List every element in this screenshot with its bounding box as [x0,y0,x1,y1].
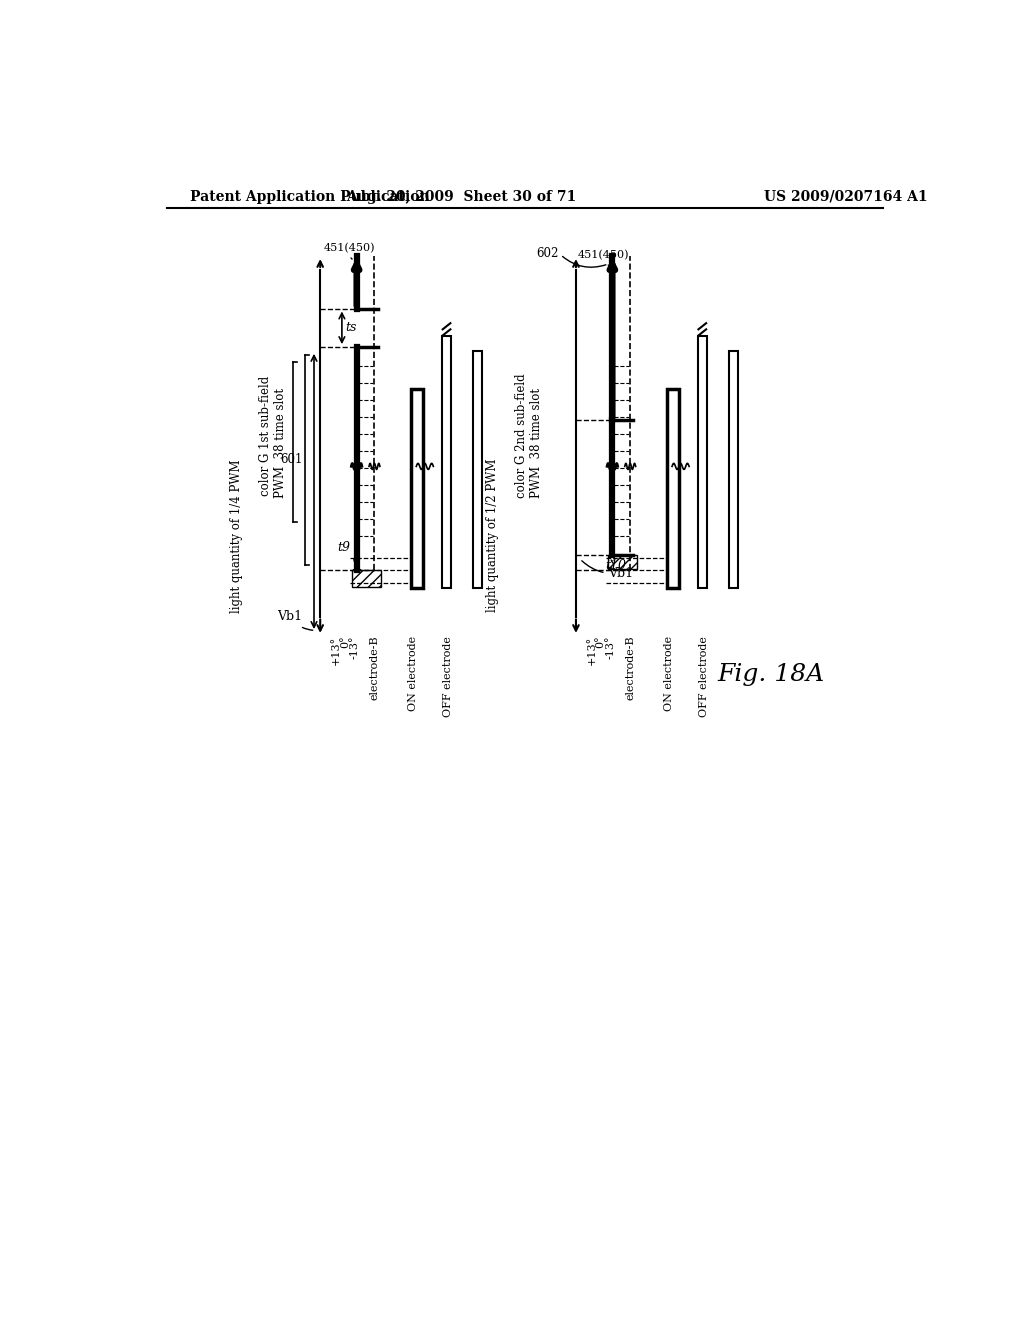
Text: +13°: +13° [587,636,596,665]
Text: Vb1: Vb1 [582,561,634,579]
Text: PWM  38 time slot: PWM 38 time slot [274,388,287,499]
Text: 602: 602 [537,247,559,260]
Text: electrode-B: electrode-B [370,636,380,701]
Text: ON electrode: ON electrode [409,636,418,711]
Text: t10: t10 [605,558,627,572]
Text: -13°: -13° [605,636,615,659]
Text: -13°: -13° [349,636,359,659]
Text: color G 2nd sub-field: color G 2nd sub-field [515,374,528,498]
Text: Aug. 20, 2009  Sheet 30 of 71: Aug. 20, 2009 Sheet 30 of 71 [346,190,577,203]
Text: 0°: 0° [340,636,350,648]
Text: t9: t9 [337,541,355,566]
Text: 601: 601 [280,453,302,466]
Text: Patent Application Publication: Patent Application Publication [190,190,430,203]
Text: electrode-B: electrode-B [626,636,635,701]
Text: ON electrode: ON electrode [664,636,674,711]
Bar [411,389,423,589]
Text: light quantity of 1/4 PWM: light quantity of 1/4 PWM [230,459,243,612]
Bar [697,335,707,589]
Text: US 2009/0207164 A1: US 2009/0207164 A1 [764,190,927,203]
Bar [607,554,637,569]
Text: color G 1st sub-field: color G 1st sub-field [259,375,272,496]
Text: light quantity of 1/2 PWM: light quantity of 1/2 PWM [485,459,499,612]
Bar [473,351,482,589]
Text: Vb1: Vb1 [278,610,312,630]
Text: 451(450): 451(450) [578,251,629,267]
Text: 451(450): 451(450) [324,243,376,259]
Text: 0°: 0° [596,636,606,648]
Text: ts: ts [345,321,356,334]
Bar [442,335,452,589]
Bar [729,351,738,589]
Bar [352,570,381,587]
Text: Fig. 18A: Fig. 18A [718,663,824,686]
Bar [667,389,679,589]
Text: +13°: +13° [331,636,341,665]
Text: OFF electrode: OFF electrode [443,636,453,717]
Text: PWM  38 time slot: PWM 38 time slot [530,388,543,499]
Text: OFF electrode: OFF electrode [698,636,709,717]
